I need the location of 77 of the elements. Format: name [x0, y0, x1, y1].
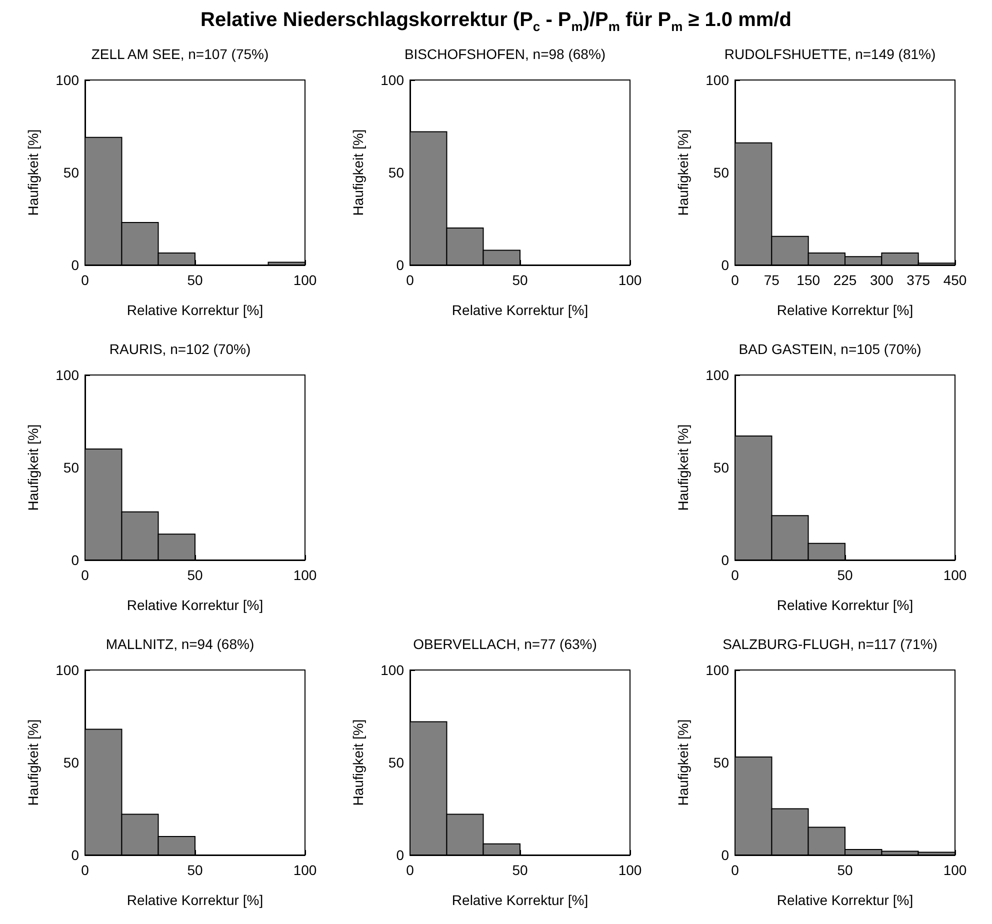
x-axis-title: Relative Korrektur [%] — [126, 892, 264, 908]
x-tick-label: 0 — [731, 272, 740, 288]
x-axis-title: Relative Korrektur [%] — [776, 892, 914, 908]
x-tick-label: 100 — [293, 567, 317, 583]
y-tick-label: 50 — [713, 754, 730, 770]
x-tick-label: 75 — [764, 272, 780, 288]
x-tick-label: 100 — [293, 862, 317, 878]
x-tick-label: 375 — [906, 272, 930, 288]
y-tick-label: 50 — [388, 754, 404, 770]
chart-title: SALZBURG-FLUGH, n=117 (71%) — [722, 636, 938, 652]
y-tick-label: 0 — [396, 257, 404, 273]
x-axis-title: Relative Korrektur [%] — [776, 597, 914, 613]
y-tick-label: 0 — [721, 847, 730, 863]
x-tick-label: 100 — [293, 272, 317, 288]
chart-title: RAURIS, n=102 (70%) — [109, 341, 251, 357]
chart-title: OBERVELLACH, n=77 (63%) — [413, 636, 597, 652]
x-axis-title: Relative Korrektur [%] — [776, 302, 914, 318]
y-axis-title: Haufigkeit [%] — [350, 719, 366, 806]
chart-title: ZELL AM SEE, n=107 (75%) — [91, 46, 269, 62]
y-tick-label: 0 — [71, 257, 80, 273]
y-tick-label: 50 — [388, 164, 404, 180]
y-tick-label: 0 — [71, 552, 80, 568]
x-tick-label: 0 — [81, 862, 90, 878]
y-tick-label: 100 — [56, 367, 80, 383]
y-tick-label: 0 — [721, 257, 730, 273]
x-tick-label: 300 — [870, 272, 894, 288]
x-tick-label: 0 — [731, 862, 740, 878]
x-axis-title: Relative Korrektur [%] — [126, 302, 264, 318]
x-tick-label: 100 — [943, 567, 967, 583]
x-tick-label: 100 — [618, 862, 642, 878]
x-tick-label: 50 — [837, 862, 853, 878]
y-tick-label: 100 — [706, 72, 730, 88]
y-tick-label: 100 — [380, 72, 404, 88]
y-tick-label: 50 — [63, 460, 80, 476]
x-tick-label: 225 — [833, 272, 857, 288]
x-tick-label: 50 — [512, 272, 528, 288]
x-axis-title: Relative Korrektur [%] — [452, 302, 588, 318]
y-tick-label: 0 — [396, 847, 404, 863]
y-tick-label: 50 — [713, 460, 730, 476]
y-axis-title: Haufigkeit [%] — [350, 129, 366, 216]
x-tick-label: 0 — [406, 862, 414, 878]
x-axis-title: Relative Korrektur [%] — [452, 892, 588, 908]
x-tick-label: 50 — [187, 567, 203, 583]
x-tick-label: 100 — [943, 862, 967, 878]
x-tick-label: 50 — [187, 272, 203, 288]
y-tick-label: 100 — [56, 662, 80, 678]
y-tick-label: 50 — [63, 164, 80, 180]
y-axis-title: Haufigkeit [%] — [675, 424, 691, 511]
chart-title: BAD GASTEIN, n=105 (70%) — [738, 341, 922, 357]
y-axis-title: Haufigkeit [%] — [675, 719, 691, 806]
y-axis-title: Haufigkeit [%] — [675, 129, 691, 216]
y-tick-label: 50 — [713, 164, 730, 180]
y-tick-label: 0 — [71, 847, 80, 863]
y-axis-title: Haufigkeit [%] — [25, 424, 41, 511]
x-tick-label: 100 — [618, 272, 642, 288]
x-tick-label: 150 — [796, 272, 820, 288]
y-tick-label: 100 — [706, 662, 730, 678]
y-tick-label: 100 — [56, 72, 80, 88]
chart-title: RUDOLFSHUETTE, n=149 (81%) — [724, 46, 936, 62]
chart-title: Relative Niederschlagskorrektur (P$_{c}$ - P$_{m}$)/P$_{m}$ für P$_{m}$ ≥ 1.0 mm/d — [200, 9, 792, 34]
x-axis-title: Relative Korrektur [%] — [126, 597, 264, 613]
y-tick-label: 0 — [721, 552, 730, 568]
x-tick-label: 0 — [81, 567, 90, 583]
x-tick-label: 50 — [837, 567, 853, 583]
y-axis-title: Haufigkeit [%] — [25, 719, 41, 806]
x-tick-label: 50 — [512, 862, 528, 878]
chart-title: MALLNITZ, n=94 (68%) — [106, 636, 254, 652]
x-tick-label: 0 — [406, 272, 414, 288]
y-tick-label: 100 — [706, 367, 730, 383]
chart-title: BISCHOFSHOFEN, n=98 (68%) — [404, 46, 606, 62]
y-tick-label: 50 — [63, 754, 80, 770]
x-tick-label: 0 — [81, 272, 90, 288]
y-axis-title: Haufigkeit [%] — [25, 129, 41, 216]
x-tick-label: 0 — [731, 567, 740, 583]
y-tick-label: 100 — [380, 662, 404, 678]
x-tick-label: 50 — [187, 862, 203, 878]
x-tick-label: 450 — [943, 272, 967, 288]
